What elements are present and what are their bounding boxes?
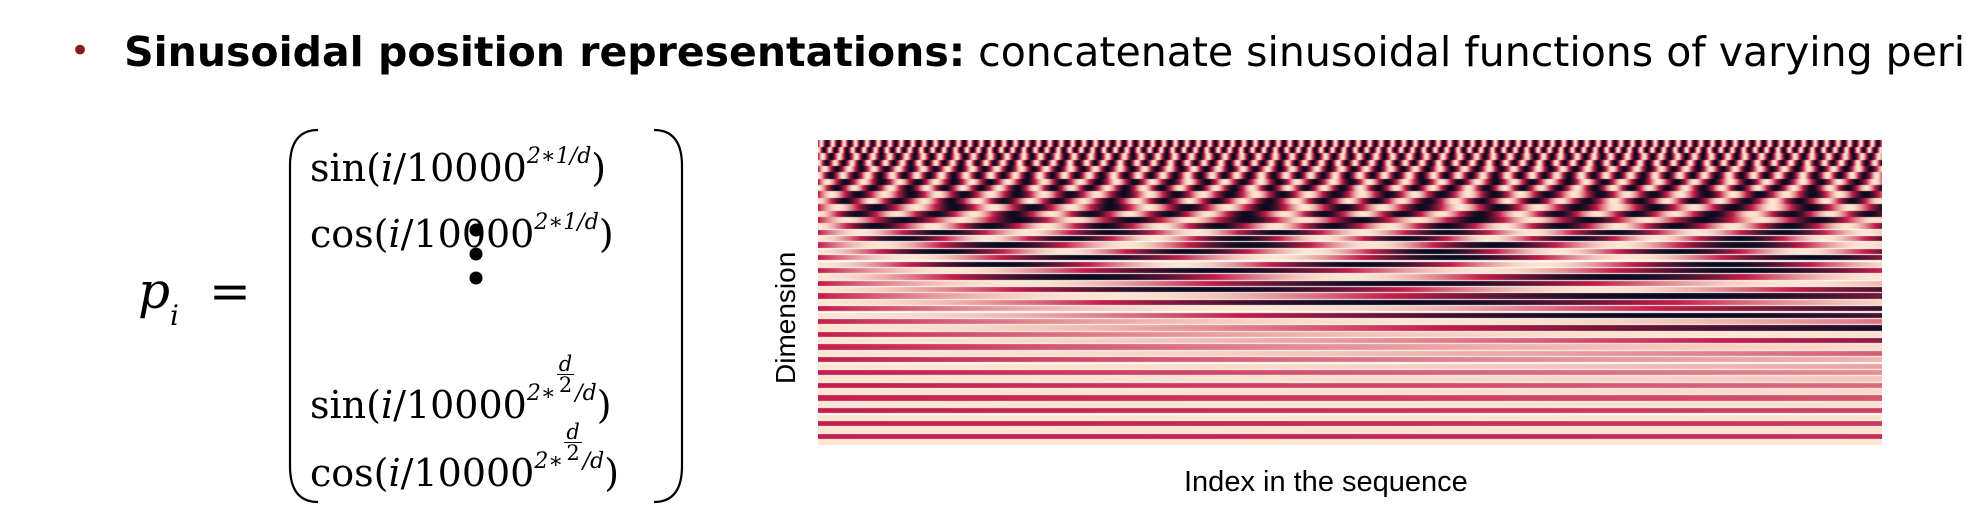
vector-row-cos-1: cos(i/100002∗1/d)	[310, 210, 614, 256]
vector-row-cos-d2: cos(i/100002∗ d 2/d)	[310, 420, 620, 495]
x-axis-label: Index in the sequence	[1184, 466, 1468, 498]
equals-sign: =	[208, 262, 251, 320]
heatmap-chart	[818, 140, 1882, 446]
y-axis-label: Dimension	[770, 251, 801, 384]
heatmap-canvas	[818, 140, 1882, 446]
lhs-variable: p	[138, 262, 171, 320]
bullet-dot: •	[70, 31, 91, 71]
lhs-subscript: i	[170, 299, 179, 332]
bullet-bold-text: Sinusoidal position representations:	[124, 28, 966, 76]
bullet-rest-text: concatenate sinusoidal functions of vary…	[965, 28, 1966, 76]
position-vector: sin(i/100002∗1/d) cos(i/100002∗1/d) sin(…	[288, 126, 684, 506]
vector-row-sin-d2: sin(i/100002∗ d 2/d)	[310, 352, 612, 427]
vector-parentheses	[288, 128, 684, 504]
bullet-text: • Sinusoidal position representations: co…	[70, 28, 1966, 76]
vector-row-sin-1: sin(i/100002∗1/d)	[310, 144, 607, 190]
formula-lhs: pi =	[138, 262, 251, 332]
